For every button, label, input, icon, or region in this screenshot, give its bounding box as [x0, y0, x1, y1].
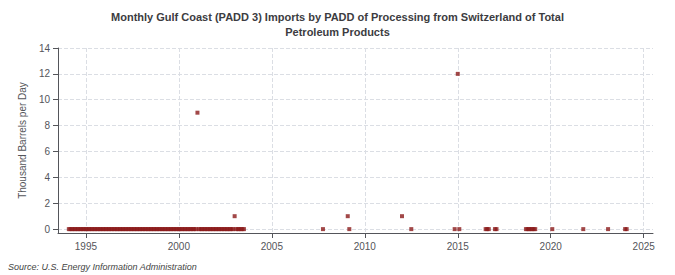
svg-text:14: 14: [39, 43, 51, 54]
svg-text:2005: 2005: [261, 241, 284, 252]
svg-text:Thousand Barrels per Day: Thousand Barrels per Day: [17, 82, 28, 199]
svg-text:12: 12: [39, 68, 51, 79]
svg-text:4: 4: [44, 172, 50, 183]
svg-text:2020: 2020: [540, 241, 563, 252]
svg-text:2015: 2015: [447, 241, 470, 252]
svg-text:10: 10: [39, 94, 51, 105]
svg-text:6: 6: [44, 146, 50, 157]
svg-text:1995: 1995: [75, 241, 98, 252]
svg-text:2: 2: [44, 198, 50, 209]
svg-text:2010: 2010: [354, 241, 377, 252]
svg-text:8: 8: [44, 120, 50, 131]
svg-text:Petroleum Products: Petroleum Products: [285, 26, 390, 38]
svg-text:2000: 2000: [168, 241, 191, 252]
svg-text:Source: U.S. Energy Informatio: Source: U.S. Energy Information Administ…: [8, 262, 197, 272]
svg-text:Monthly Gulf Coast (PADD 3) Im: Monthly Gulf Coast (PADD 3) Imports by P…: [111, 11, 564, 23]
svg-text:0: 0: [44, 224, 50, 235]
svg-text:2025: 2025: [633, 241, 656, 252]
